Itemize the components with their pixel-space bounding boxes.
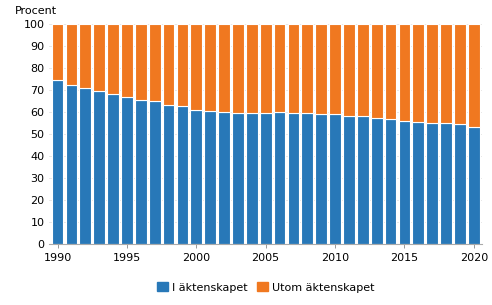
- Bar: [190, 24, 202, 110]
- Bar: [79, 88, 91, 244]
- Bar: [274, 24, 285, 112]
- Bar: [302, 113, 313, 244]
- Bar: [454, 124, 466, 244]
- Bar: [204, 111, 216, 244]
- Bar: [232, 113, 244, 244]
- Bar: [52, 81, 63, 244]
- Bar: [287, 24, 299, 113]
- Bar: [218, 24, 230, 112]
- Bar: [302, 24, 313, 113]
- Legend: I äktenskapet, Utom äktenskapet: I äktenskapet, Utom äktenskapet: [156, 282, 375, 292]
- Bar: [52, 24, 63, 81]
- Bar: [79, 24, 91, 88]
- Bar: [399, 121, 410, 244]
- Bar: [260, 113, 272, 244]
- Bar: [163, 24, 175, 105]
- Bar: [454, 24, 466, 124]
- Bar: [385, 24, 397, 119]
- Bar: [343, 24, 355, 116]
- Bar: [315, 114, 327, 244]
- Bar: [121, 24, 133, 97]
- Bar: [468, 127, 480, 244]
- Bar: [246, 24, 258, 113]
- Bar: [107, 94, 119, 244]
- Bar: [274, 112, 285, 244]
- Bar: [287, 113, 299, 244]
- Bar: [315, 24, 327, 114]
- Bar: [329, 114, 341, 244]
- Bar: [93, 92, 105, 244]
- Bar: [371, 118, 383, 244]
- Bar: [329, 24, 341, 114]
- Bar: [260, 24, 272, 113]
- Bar: [440, 123, 452, 244]
- Bar: [385, 119, 397, 244]
- Bar: [107, 24, 119, 94]
- Bar: [218, 112, 230, 244]
- Bar: [149, 24, 160, 101]
- Bar: [177, 24, 188, 106]
- Bar: [412, 122, 424, 244]
- Bar: [371, 24, 383, 118]
- Bar: [149, 101, 160, 244]
- Bar: [204, 24, 216, 111]
- Bar: [246, 113, 258, 244]
- Bar: [177, 106, 188, 244]
- Bar: [65, 24, 77, 85]
- Bar: [426, 123, 438, 244]
- Text: Procent: Procent: [15, 5, 57, 16]
- Bar: [163, 105, 175, 244]
- Bar: [135, 100, 147, 244]
- Bar: [412, 24, 424, 122]
- Bar: [426, 24, 438, 123]
- Bar: [399, 24, 410, 121]
- Bar: [121, 97, 133, 244]
- Bar: [232, 24, 244, 113]
- Bar: [190, 110, 202, 244]
- Bar: [135, 24, 147, 100]
- Bar: [65, 85, 77, 244]
- Bar: [93, 24, 105, 92]
- Bar: [357, 24, 369, 116]
- Bar: [357, 116, 369, 244]
- Bar: [440, 24, 452, 123]
- Bar: [343, 116, 355, 244]
- Bar: [468, 24, 480, 127]
